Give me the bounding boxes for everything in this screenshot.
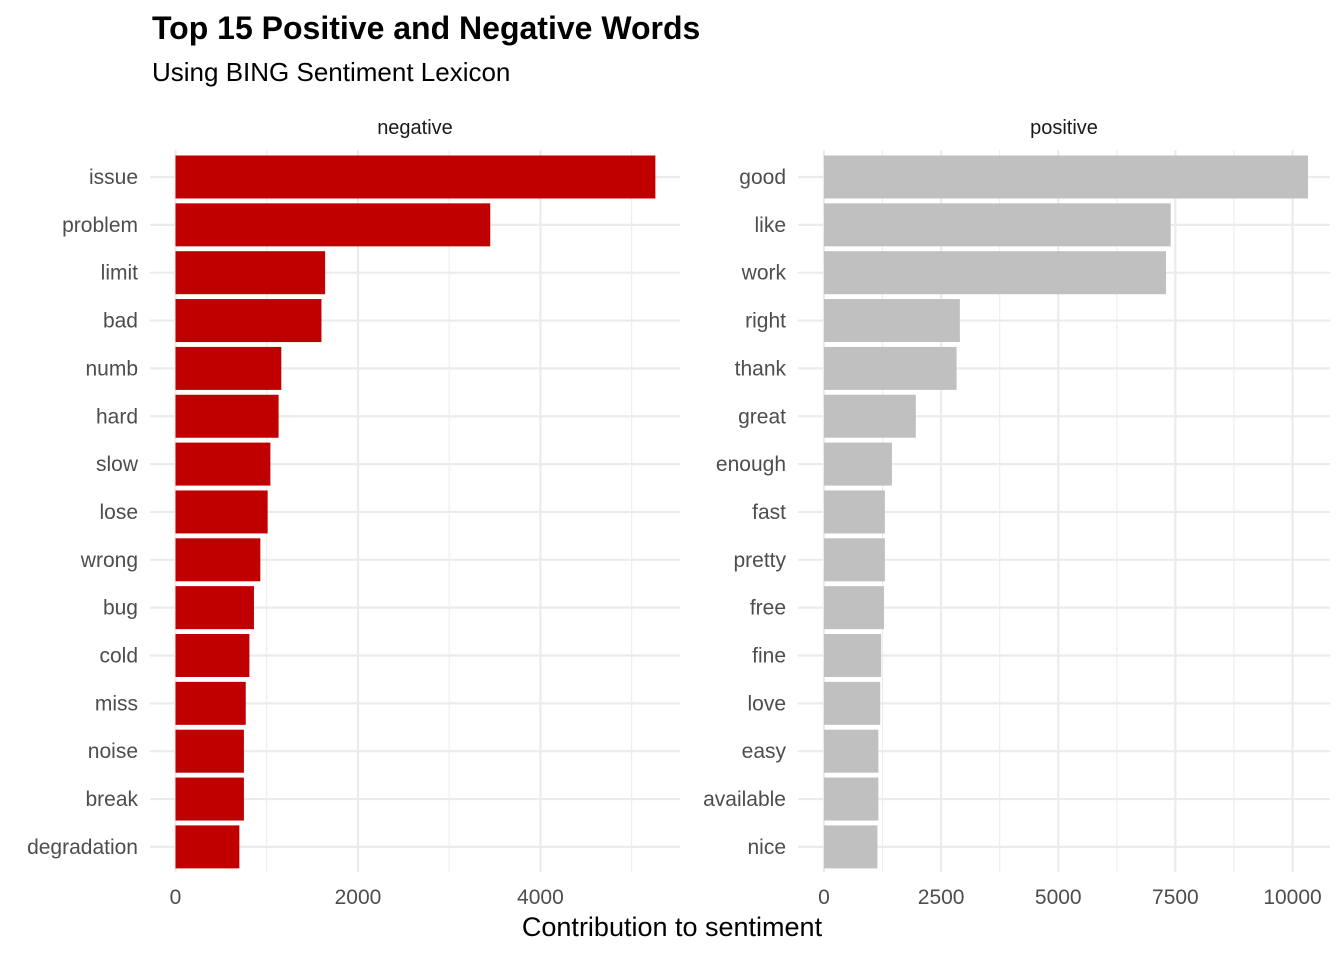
x-tick-label: 0 bbox=[818, 886, 830, 909]
category-label: wrong bbox=[80, 549, 138, 572]
bar-positive-thank bbox=[824, 346, 957, 390]
bar-negative-break bbox=[175, 777, 244, 821]
x-tick-label: 7500 bbox=[1152, 886, 1199, 909]
bar-positive-good bbox=[824, 155, 1308, 199]
bar-positive-great bbox=[824, 394, 916, 438]
category-label: slow bbox=[96, 453, 139, 476]
category-label: good bbox=[739, 166, 786, 189]
category-label: great bbox=[738, 405, 786, 428]
category-label: right bbox=[745, 310, 786, 333]
bar-negative-numb bbox=[175, 346, 282, 390]
x-tick-label: 0 bbox=[170, 886, 182, 909]
chart-title: Top 15 Positive and Negative Words bbox=[152, 10, 701, 46]
bar-negative-lose bbox=[175, 490, 268, 534]
category-label: fine bbox=[752, 645, 786, 668]
bar-negative-issue bbox=[175, 155, 656, 199]
bar-positive-fine bbox=[824, 634, 882, 677]
category-label: bad bbox=[103, 310, 138, 333]
bar-negative-limit bbox=[175, 251, 326, 295]
bar-negative-noise bbox=[175, 729, 244, 773]
category-label: issue bbox=[89, 166, 138, 189]
category-label: bug bbox=[103, 597, 138, 620]
bar-positive-love bbox=[824, 681, 881, 725]
category-label: hard bbox=[96, 405, 138, 428]
bar-positive-easy bbox=[824, 729, 879, 773]
category-label: pretty bbox=[733, 549, 786, 572]
category-label: numb bbox=[85, 357, 138, 380]
category-label: cold bbox=[99, 645, 138, 668]
bar-positive-free bbox=[824, 586, 884, 630]
category-label: fast bbox=[752, 501, 786, 524]
bar-negative-bad bbox=[175, 299, 322, 343]
x-axis-label: Contribution to sentiment bbox=[521, 912, 823, 942]
bar-positive-available bbox=[824, 777, 879, 821]
category-label: limit bbox=[101, 262, 138, 285]
x-tick-label: 2500 bbox=[918, 886, 965, 909]
category-label: miss bbox=[95, 692, 138, 715]
category-label: work bbox=[741, 262, 787, 285]
bar-negative-problem bbox=[175, 203, 491, 247]
bar-negative-miss bbox=[175, 681, 246, 725]
category-label: easy bbox=[742, 740, 787, 763]
bar-negative-bug bbox=[175, 586, 254, 630]
chart-subtitle: Using BING Sentiment Lexicon bbox=[152, 57, 511, 87]
category-label: love bbox=[747, 692, 786, 715]
category-label: break bbox=[85, 788, 138, 811]
bar-negative-slow bbox=[175, 442, 271, 486]
x-tick-label: 4000 bbox=[517, 886, 564, 909]
category-label: degradation bbox=[27, 836, 138, 859]
bar-positive-nice bbox=[824, 825, 878, 869]
bar-negative-degradation bbox=[175, 825, 240, 869]
panel-label-negative: negative bbox=[377, 117, 453, 139]
bar-negative-hard bbox=[175, 394, 279, 438]
bar-positive-like bbox=[824, 203, 1171, 247]
category-label: available bbox=[703, 788, 786, 811]
category-label: lose bbox=[99, 501, 138, 524]
category-label: problem bbox=[62, 214, 138, 237]
category-label: nice bbox=[747, 836, 786, 859]
category-label: noise bbox=[88, 740, 138, 763]
panel-label-positive: positive bbox=[1030, 117, 1098, 139]
bar-positive-fast bbox=[824, 490, 885, 534]
category-label: like bbox=[754, 214, 786, 237]
category-label: free bbox=[750, 597, 786, 620]
bar-positive-right bbox=[824, 299, 960, 343]
bar-positive-work bbox=[824, 251, 1167, 295]
x-tick-label: 5000 bbox=[1035, 886, 1082, 909]
bar-positive-enough bbox=[824, 442, 892, 486]
bar-positive-pretty bbox=[824, 538, 885, 582]
bar-negative-cold bbox=[175, 634, 250, 677]
x-tick-label: 10000 bbox=[1263, 886, 1321, 909]
category-label: enough bbox=[716, 453, 786, 476]
bar-negative-wrong bbox=[175, 538, 261, 582]
category-label: thank bbox=[735, 357, 787, 380]
x-tick-label: 2000 bbox=[335, 886, 382, 909]
